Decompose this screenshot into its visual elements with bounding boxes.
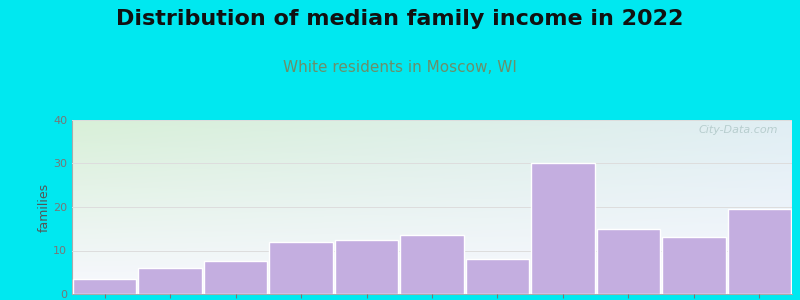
Bar [466, 259, 530, 294]
Bar [662, 238, 726, 294]
Bar [138, 268, 202, 294]
Bar [531, 164, 594, 294]
Bar [270, 242, 333, 294]
Bar [727, 209, 791, 294]
Bar [597, 229, 660, 294]
Bar [400, 235, 464, 294]
Bar [334, 240, 398, 294]
Bar [73, 279, 137, 294]
Text: White residents in Moscow, WI: White residents in Moscow, WI [283, 60, 517, 75]
Text: Distribution of median family income in 2022: Distribution of median family income in … [116, 9, 684, 29]
Bar [204, 261, 267, 294]
Y-axis label: families: families [38, 182, 50, 232]
Text: City-Data.com: City-Data.com [698, 125, 778, 135]
